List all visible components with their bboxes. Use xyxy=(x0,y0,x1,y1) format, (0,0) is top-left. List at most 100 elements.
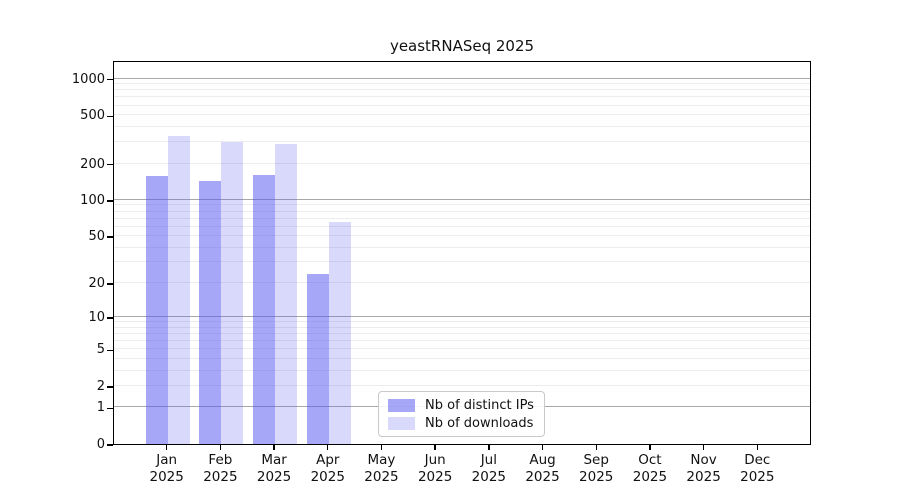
gridline-minor xyxy=(114,96,810,98)
y-tick-label: 200 xyxy=(80,156,105,172)
y-tick-label: 500 xyxy=(80,108,105,124)
gridline-major xyxy=(114,77,810,79)
x-tick-month: Sep xyxy=(583,452,609,468)
x-tick-label: Nov 2025 xyxy=(672,452,736,485)
y-tick-label: 1 xyxy=(96,400,105,416)
y-tick-mark xyxy=(107,317,113,319)
gridline-minor xyxy=(114,369,810,371)
x-tick-year: 2025 xyxy=(525,468,560,485)
gridline-minor xyxy=(114,348,810,350)
gridline-minor xyxy=(114,321,810,323)
y-tick-mark xyxy=(107,349,113,351)
gridline-major xyxy=(114,316,810,318)
y-tick-mark xyxy=(107,407,113,410)
x-tick-mark xyxy=(702,445,705,450)
gridline-minor xyxy=(114,114,810,116)
bar-distinct-ips xyxy=(253,174,276,444)
gridline-minor xyxy=(114,126,810,127)
x-tick-year: 2025 xyxy=(632,468,668,485)
x-tick-label: Feb 2025 xyxy=(188,452,252,485)
x-tick-month: Jan xyxy=(156,452,178,468)
y-tick-mark xyxy=(107,200,113,202)
bar-downloads xyxy=(167,136,190,444)
legend-label-distinct-ips: Nb of distinct IPs xyxy=(425,397,534,413)
legend-item-distinct-ips: Nb of distinct IPs xyxy=(388,398,535,413)
gridline-minor xyxy=(114,340,810,342)
x-tick-mark xyxy=(649,445,651,450)
x-tick-label: Sep 2025 xyxy=(564,452,628,485)
bar-downloads xyxy=(275,144,298,444)
x-tick-label: Dec 2025 xyxy=(725,452,789,485)
x-tick-mark xyxy=(488,445,490,450)
legend-item-downloads: Nb of downloads xyxy=(388,416,535,431)
x-tick-mark xyxy=(434,445,436,450)
x-tick-month: May xyxy=(367,452,396,468)
x-tick-mark xyxy=(219,445,222,450)
bar-downloads xyxy=(221,141,244,444)
gridline-minor xyxy=(114,204,810,206)
y-tick-mark xyxy=(107,283,113,285)
y-tick-label: 0 xyxy=(96,437,105,452)
x-tick-label: Apr 2025 xyxy=(296,452,360,485)
gridline-minor xyxy=(114,217,810,219)
bar-distinct-ips xyxy=(199,181,222,444)
gridline-minor xyxy=(114,104,810,106)
y-tick-label: 50 xyxy=(88,229,105,245)
y-tick-label: 100 xyxy=(80,192,105,208)
x-tick-year: 2025 xyxy=(203,468,238,485)
gridline-minor xyxy=(114,281,810,283)
y-tick-mark xyxy=(107,78,113,81)
chart-title: yeastRNASeq 2025 xyxy=(389,37,535,55)
gridline-minor xyxy=(114,333,810,335)
x-tick-year: 2025 xyxy=(740,468,775,485)
y-tick-mark xyxy=(107,163,113,166)
gridline-minor xyxy=(114,89,810,91)
x-tick-mark xyxy=(541,445,544,450)
x-tick-mark xyxy=(273,445,275,450)
y-tick-label: 10 xyxy=(88,310,105,326)
x-tick-label: Aug 2025 xyxy=(511,452,575,485)
bar-downloads xyxy=(328,222,351,444)
y-tick-mark xyxy=(107,236,113,238)
x-tick-mark xyxy=(165,445,168,450)
x-tick-month: Apr xyxy=(316,452,340,468)
gridline-minor xyxy=(114,326,810,328)
x-tick-label: Jul 2025 xyxy=(457,452,521,485)
y-tick-mark xyxy=(107,115,113,117)
y-tick-label: 20 xyxy=(88,275,105,291)
x-tick-year: 2025 xyxy=(471,468,507,485)
x-tick-mark xyxy=(595,445,597,450)
gridline-minor xyxy=(114,225,810,227)
gridline-minor xyxy=(114,162,810,164)
gridline-minor xyxy=(114,210,810,212)
x-tick-year: 2025 xyxy=(149,468,184,485)
bar-distinct-ips xyxy=(306,273,329,444)
gridline-minor xyxy=(114,384,810,386)
x-tick-year: 2025 xyxy=(417,468,453,485)
legend: Nb of distinct IPs Nb of downloads xyxy=(378,391,545,437)
x-tick-mark xyxy=(380,445,383,450)
x-tick-year: 2025 xyxy=(579,468,614,485)
legend-swatch-downloads xyxy=(388,416,415,430)
x-tick-month: Jun xyxy=(424,452,446,468)
x-tick-month: Mar xyxy=(261,452,287,468)
x-tick-label: Oct 2025 xyxy=(618,452,682,485)
x-tick-label: Mar 2025 xyxy=(242,452,306,485)
legend-label-downloads: Nb of downloads xyxy=(425,415,534,431)
x-tick-mark xyxy=(327,445,329,450)
y-tick-label: 2 xyxy=(96,378,105,394)
x-tick-label: Jun 2025 xyxy=(403,452,467,485)
x-tick-month: Oct xyxy=(638,452,662,468)
x-tick-month: Jul xyxy=(480,452,497,468)
gridline-minor xyxy=(114,261,810,263)
y-tick-label: 1000 xyxy=(71,71,105,87)
y-tick-label: 5 xyxy=(96,342,105,358)
x-tick-year: 2025 xyxy=(310,468,345,485)
x-tick-year: 2025 xyxy=(256,468,292,485)
x-tick-year: 2025 xyxy=(686,468,721,485)
x-tick-label: May 2025 xyxy=(349,452,413,485)
gridline-minor xyxy=(114,83,810,85)
gridline-minor xyxy=(114,246,810,248)
x-tick-mark xyxy=(756,445,758,450)
